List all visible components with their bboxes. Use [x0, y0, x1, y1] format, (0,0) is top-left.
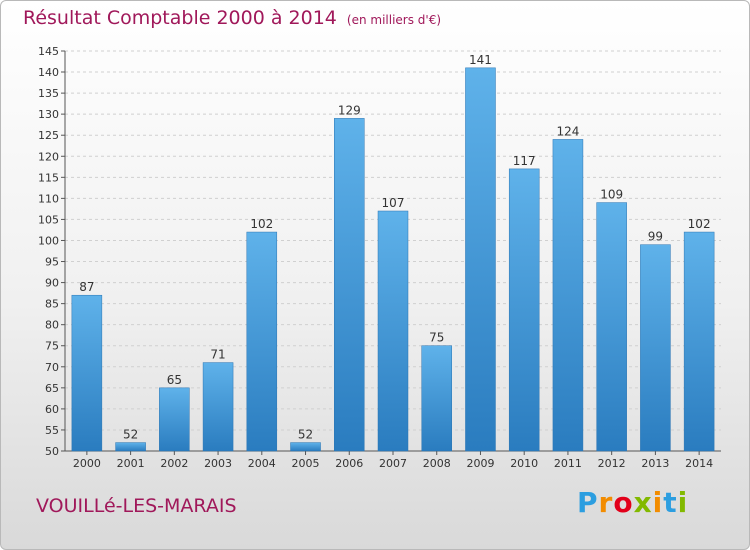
- value-label: 107: [382, 196, 405, 210]
- x-tick-labels: 2000 2001 2002 2003 2004 2005 2006 2007 2008 2009…: [73, 457, 713, 470]
- x-tick-label: 2002: [160, 457, 188, 470]
- y-tick-label: 50: [45, 445, 59, 458]
- logo-letter: t: [663, 486, 678, 519]
- y-tick-label: 115: [38, 171, 59, 184]
- title-row: Résultat Comptable 2000 à 2014 (en millie…: [23, 7, 441, 29]
- x-tick-label: 2005: [292, 457, 320, 470]
- bars: [71, 67, 715, 452]
- y-tick-label: 65: [45, 382, 59, 395]
- x-tick-label: 2000: [73, 457, 101, 470]
- x-tick-label: 2001: [117, 457, 145, 470]
- y-tick-label: 80: [45, 319, 59, 332]
- proxiti-logo: Proxiti: [577, 486, 688, 519]
- bar: [115, 442, 146, 452]
- y-tick-label: 95: [45, 256, 59, 269]
- bar: [71, 294, 103, 452]
- x-tick-label: 2010: [510, 457, 538, 470]
- y-tick-label: 100: [38, 234, 59, 247]
- x-tick-label: 2003: [204, 457, 232, 470]
- y-tick-label: 120: [38, 150, 59, 163]
- logo-letter: P: [577, 486, 599, 519]
- bar: [377, 210, 409, 452]
- x-tick-label: 2013: [641, 457, 669, 470]
- y-tick-labels: 50 55 60 65 70 75 80 85 90 95 100 105 110 115 120 125 13…: [38, 45, 59, 458]
- bar: [202, 362, 234, 452]
- value-label: 102: [688, 217, 711, 231]
- bar: [596, 202, 627, 452]
- logo-letter: x: [633, 486, 653, 519]
- x-tick-label: 2011: [554, 457, 582, 470]
- logo-letter: r: [598, 486, 614, 519]
- bar: [334, 118, 365, 452]
- value-label: 141: [469, 53, 492, 67]
- value-label: 71: [210, 348, 225, 362]
- bar: [508, 168, 540, 452]
- bar: [159, 387, 190, 452]
- y-tick-label: 135: [38, 87, 59, 100]
- chart-title: Résultat Comptable 2000 à 2014: [23, 7, 337, 29]
- value-label: 124: [556, 124, 579, 138]
- y-tick-label: 140: [38, 66, 59, 79]
- x-tick-label: 2006: [335, 457, 363, 470]
- value-label: 102: [250, 217, 273, 231]
- y-tick-label: 145: [38, 45, 59, 58]
- value-label: 87: [79, 280, 94, 294]
- value-label: 99: [648, 230, 663, 244]
- value-labels: 87 52 65 71 102 52 129 107 75 141 117 124 109 99 102: [79, 53, 710, 442]
- y-tick-label: 75: [45, 340, 59, 353]
- y-tick-label: 130: [38, 108, 59, 121]
- bar: [640, 244, 671, 452]
- value-label: 52: [123, 428, 138, 442]
- value-label: 129: [338, 103, 361, 117]
- bar: [683, 231, 715, 452]
- bar: [421, 345, 452, 452]
- chart-subtitle: (en milliers d'€): [346, 13, 442, 27]
- logo-letter: o: [613, 486, 634, 519]
- value-label: 65: [167, 373, 182, 387]
- logo-letter: i: [677, 486, 689, 519]
- y-tick-label: 55: [45, 424, 59, 437]
- bar: [290, 442, 321, 452]
- bar: [552, 139, 584, 452]
- value-label: 117: [513, 154, 536, 168]
- y-tick-label: 105: [38, 213, 59, 226]
- logo-letter: i: [652, 486, 664, 519]
- x-tick-label: 2012: [598, 457, 626, 470]
- x-tick-label: 2009: [466, 457, 494, 470]
- x-tick-label: 2008: [423, 457, 451, 470]
- city-name: VOUILLé-LES-MARAIS: [36, 495, 237, 517]
- x-tick-label: 2004: [248, 457, 276, 470]
- y-tick-label: 70: [45, 361, 59, 374]
- x-tick-label: 2014: [685, 457, 713, 470]
- y-tick-label: 110: [38, 192, 59, 205]
- value-label: 75: [429, 331, 444, 345]
- y-tick-label: 85: [45, 298, 59, 311]
- bar: [246, 231, 278, 452]
- value-label: 109: [600, 188, 623, 202]
- x-tick-label: 2007: [379, 457, 407, 470]
- y-tick-label: 125: [38, 129, 59, 142]
- y-tick-label: 90: [45, 277, 59, 290]
- bar: [465, 67, 496, 452]
- y-tick-label: 60: [45, 403, 59, 416]
- value-label: 52: [298, 428, 313, 442]
